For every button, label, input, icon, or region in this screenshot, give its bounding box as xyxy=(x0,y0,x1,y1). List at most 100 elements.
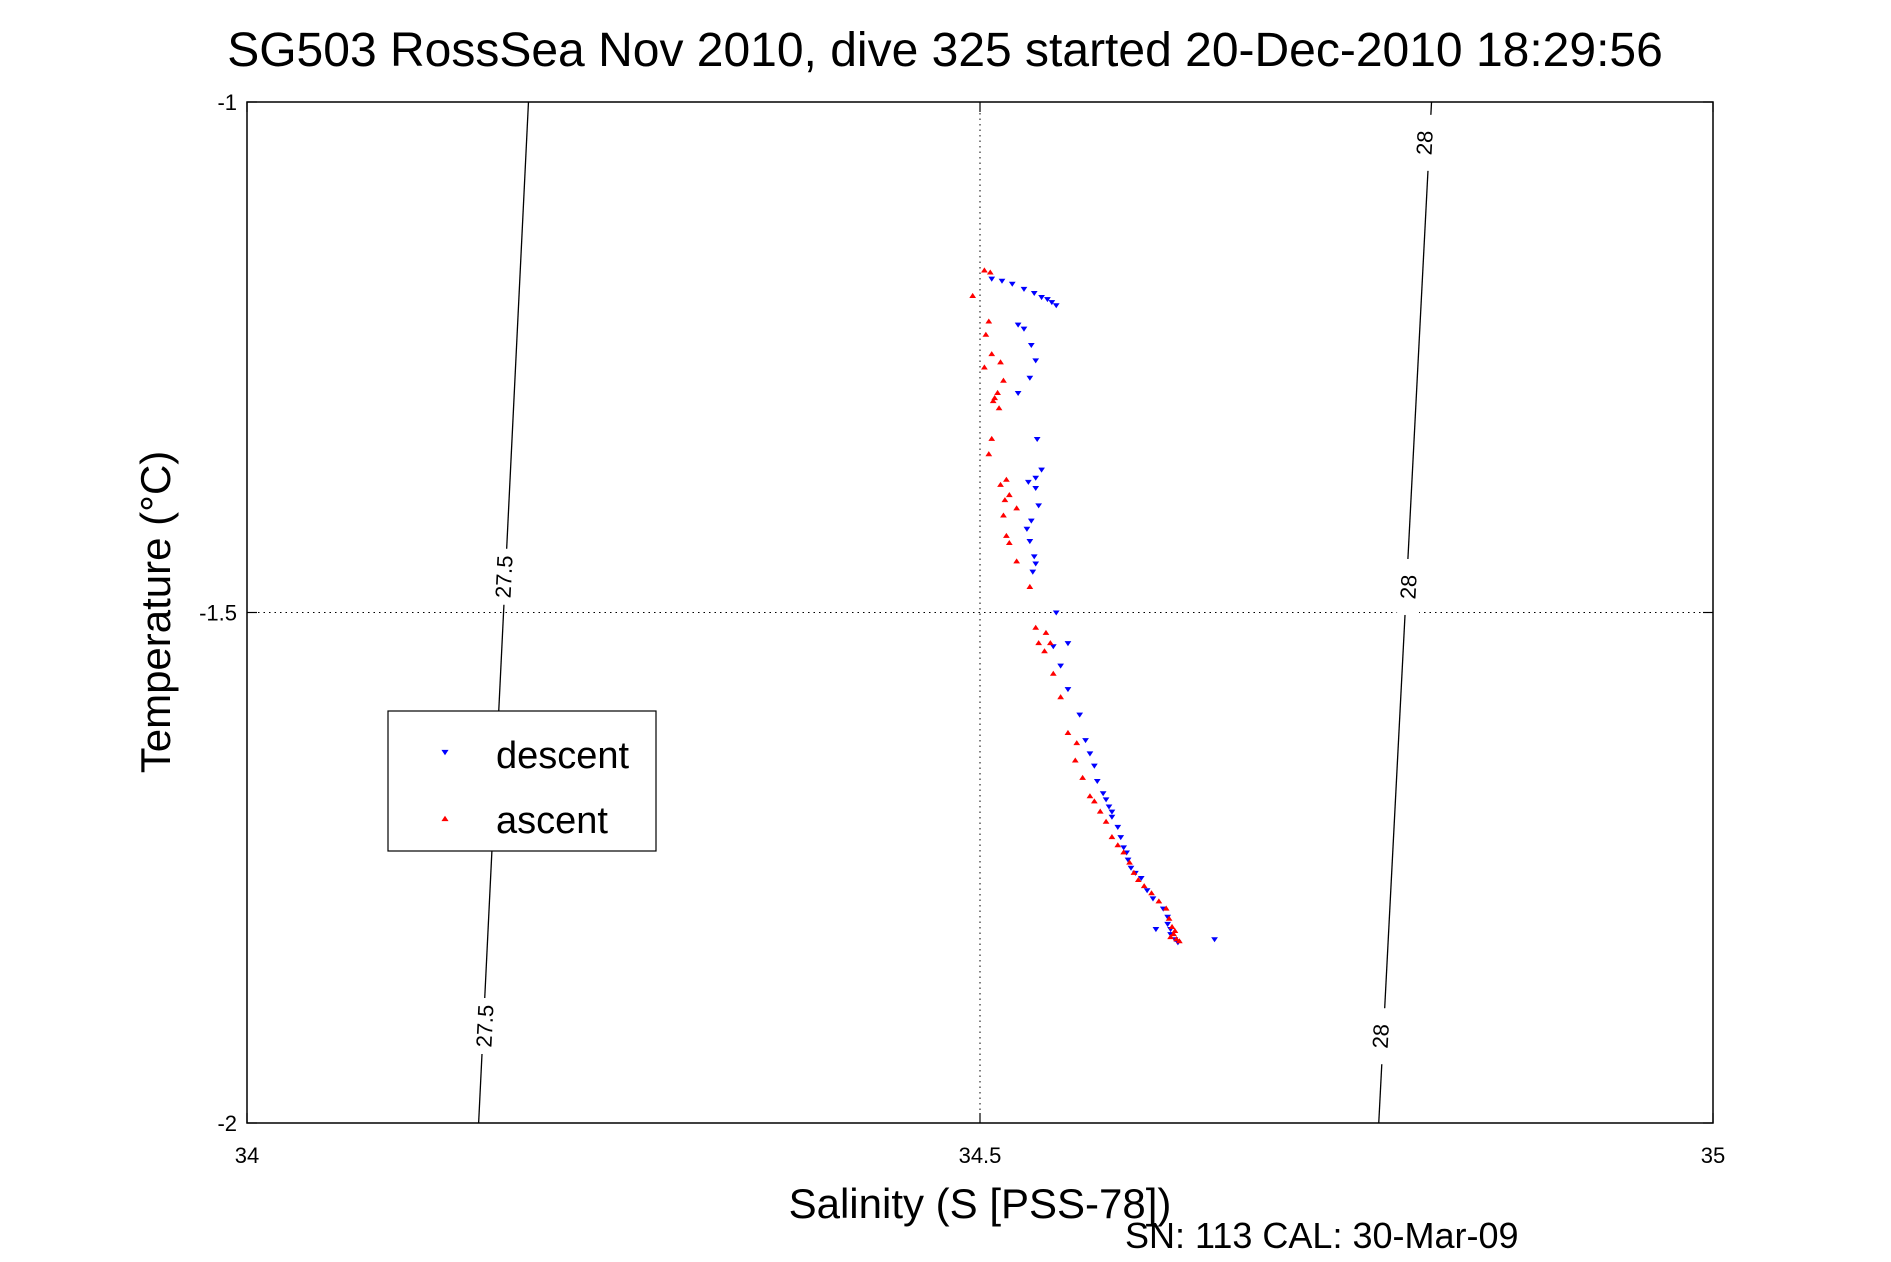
ascent-marker xyxy=(1170,931,1177,937)
x-tick-label: 34.5 xyxy=(959,1143,1002,1168)
descent-marker xyxy=(1032,561,1040,567)
descent-marker xyxy=(1076,712,1084,718)
ascent-marker xyxy=(1176,938,1183,944)
descent-marker xyxy=(1032,358,1040,364)
chart-title: SG503 RossSea Nov 2010, dive 325 started… xyxy=(227,24,1663,77)
ascent-marker xyxy=(1171,927,1179,934)
ascent-marker xyxy=(1102,818,1110,824)
ascent-marker xyxy=(1013,558,1021,564)
ascent-marker xyxy=(997,359,1004,365)
ascent-marker xyxy=(1173,936,1180,942)
isopycnal-label-gap xyxy=(492,548,515,605)
isopycnal-contours: 27.5 27.5 28 28 28 xyxy=(471,101,1438,1124)
grid-lines xyxy=(247,102,1713,1123)
ascent-marker xyxy=(1168,923,1176,929)
descent-marker xyxy=(1020,326,1028,332)
x-tick-label: 34 xyxy=(235,1143,259,1168)
descent-marker xyxy=(1038,295,1045,301)
descent-marker xyxy=(1143,888,1151,894)
descent-marker xyxy=(1137,875,1145,882)
ascent-series xyxy=(969,267,1183,944)
legend-box xyxy=(387,710,657,852)
y-tick-label: -2 xyxy=(217,1111,237,1136)
descent-marker xyxy=(1093,778,1101,785)
ascent-marker xyxy=(1005,492,1013,498)
descent-marker xyxy=(1044,297,1051,303)
y-tick-labels: -1 -1.5 -2 xyxy=(199,90,237,1136)
descent-marker xyxy=(1038,467,1045,473)
legend-descent-triangle xyxy=(441,749,449,756)
descent-marker xyxy=(1048,300,1056,306)
isopycnal-line xyxy=(477,101,530,1124)
descent-marker xyxy=(1108,814,1116,820)
descent-marker xyxy=(1090,763,1098,769)
ascent-marker xyxy=(988,435,996,441)
descent-marker xyxy=(1032,475,1040,481)
descent-marker xyxy=(1064,687,1072,693)
legend-ascent-triangle xyxy=(441,815,449,822)
ascent-marker xyxy=(1013,505,1021,511)
ascent-marker xyxy=(994,389,1001,395)
descent-marker xyxy=(1014,391,1022,397)
descent-marker xyxy=(1032,485,1040,491)
descent-marker xyxy=(1026,375,1034,381)
ascent-marker xyxy=(1086,793,1094,799)
descent-marker xyxy=(1105,804,1113,810)
descent-marker xyxy=(1030,554,1038,560)
isopycnal-label-gap xyxy=(473,998,496,1055)
x-tick-labels: 34 34.5 35 xyxy=(235,1143,1725,1168)
ascent-marker xyxy=(981,267,988,273)
ascent-marker xyxy=(995,405,1003,411)
descent-marker xyxy=(1052,303,1060,309)
isopycnal-label-gap xyxy=(1397,558,1420,615)
ascent-marker xyxy=(1026,583,1034,589)
isopycnal-label: 28 xyxy=(1412,130,1438,156)
legend-descent-marker xyxy=(441,749,449,756)
descent-marker xyxy=(1027,343,1035,349)
descent-marker xyxy=(1164,921,1172,927)
descent-marker xyxy=(1030,290,1038,296)
ascent-marker xyxy=(1114,842,1122,848)
y-axis-label: Temperature (°C) xyxy=(132,451,179,774)
legend-ascent-marker xyxy=(441,815,449,822)
descent-marker xyxy=(988,276,996,282)
x-tick-label: 35 xyxy=(1701,1143,1725,1168)
descent-marker xyxy=(1149,896,1157,902)
ascent-marker xyxy=(1001,497,1009,503)
ascent-marker xyxy=(982,331,990,337)
ascent-marker xyxy=(1057,694,1064,700)
legend-descent-label: descent xyxy=(496,735,630,777)
ascent-marker xyxy=(1155,898,1163,904)
ascent-marker xyxy=(1064,729,1072,735)
ascent-marker xyxy=(985,318,993,324)
descent-marker xyxy=(1033,436,1041,442)
isopycnal-label: 28 xyxy=(1368,1023,1394,1049)
ascent-marker xyxy=(981,364,988,370)
descent-marker xyxy=(1029,569,1037,575)
descent-marker xyxy=(1023,526,1031,532)
descent-marker xyxy=(1027,518,1035,524)
ascent-marker xyxy=(986,269,994,275)
descent-marker xyxy=(1086,751,1094,757)
descent-marker xyxy=(1026,539,1034,545)
ascent-marker xyxy=(1090,798,1098,804)
descent-marker xyxy=(1152,927,1160,933)
ascent-marker xyxy=(1071,757,1079,763)
ascent-marker xyxy=(1165,915,1173,921)
descent-marker xyxy=(1211,937,1218,943)
ascent-marker xyxy=(1079,774,1086,780)
descent-marker xyxy=(1102,797,1110,803)
ascent-marker xyxy=(989,398,997,404)
ascent-marker xyxy=(1000,512,1007,518)
descent-marker xyxy=(1025,479,1032,485)
ascent-marker xyxy=(1167,934,1174,940)
descent-marker xyxy=(1117,835,1125,841)
descent-marker xyxy=(1057,663,1064,669)
descent-marker xyxy=(1052,610,1060,616)
ascent-marker xyxy=(1003,476,1010,482)
isopycnal-label-gap xyxy=(1369,1008,1392,1065)
ascent-marker xyxy=(1042,629,1050,635)
ascent-marker xyxy=(1047,640,1054,646)
